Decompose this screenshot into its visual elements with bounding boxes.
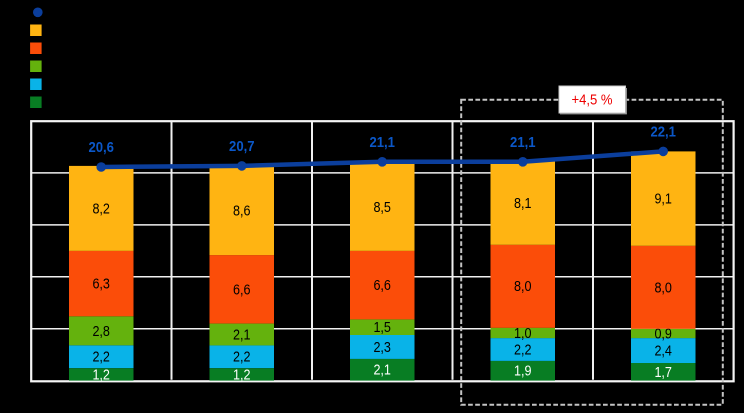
svg-text:6,6: 6,6: [233, 282, 251, 298]
svg-text:21,1: 21,1: [510, 134, 536, 151]
svg-text:8,0: 8,0: [654, 280, 672, 296]
svg-text:1,7: 1,7: [654, 365, 672, 381]
svg-text:20,6: 20,6: [88, 139, 114, 156]
svg-text:6,3: 6,3: [92, 277, 110, 293]
svg-text:2,4: 2,4: [654, 344, 672, 360]
svg-text:2,2: 2,2: [514, 343, 532, 359]
svg-text:2,1: 2,1: [373, 363, 391, 379]
svg-text:1,5: 1,5: [373, 320, 391, 336]
svg-text:1,2: 1,2: [92, 367, 110, 383]
svg-text:2,2: 2,2: [92, 350, 110, 366]
svg-text:0,9: 0,9: [654, 326, 672, 342]
svg-text:8,5: 8,5: [373, 200, 391, 216]
svg-text:2,3: 2,3: [373, 340, 391, 356]
svg-text:8,0: 8,0: [514, 279, 532, 295]
svg-text:2,1: 2,1: [233, 328, 251, 344]
svg-text:21,1: 21,1: [369, 134, 395, 151]
svg-text:2,2: 2,2: [233, 350, 251, 366]
svg-text:+4,5 %: +4,5 %: [572, 92, 613, 109]
svg-text:1,9: 1,9: [514, 364, 532, 380]
svg-text:9,1: 9,1: [654, 192, 672, 208]
svg-text:8,1: 8,1: [514, 196, 532, 212]
svg-text:20,7: 20,7: [229, 138, 255, 155]
svg-text:8,2: 8,2: [92, 202, 110, 218]
svg-text:1,0: 1,0: [514, 326, 532, 342]
svg-text:8,6: 8,6: [233, 204, 251, 220]
svg-text:2,8: 2,8: [92, 324, 110, 340]
svg-text:6,6: 6,6: [373, 278, 391, 294]
svg-text:22,1: 22,1: [650, 123, 676, 140]
svg-text:1,2: 1,2: [233, 367, 251, 383]
